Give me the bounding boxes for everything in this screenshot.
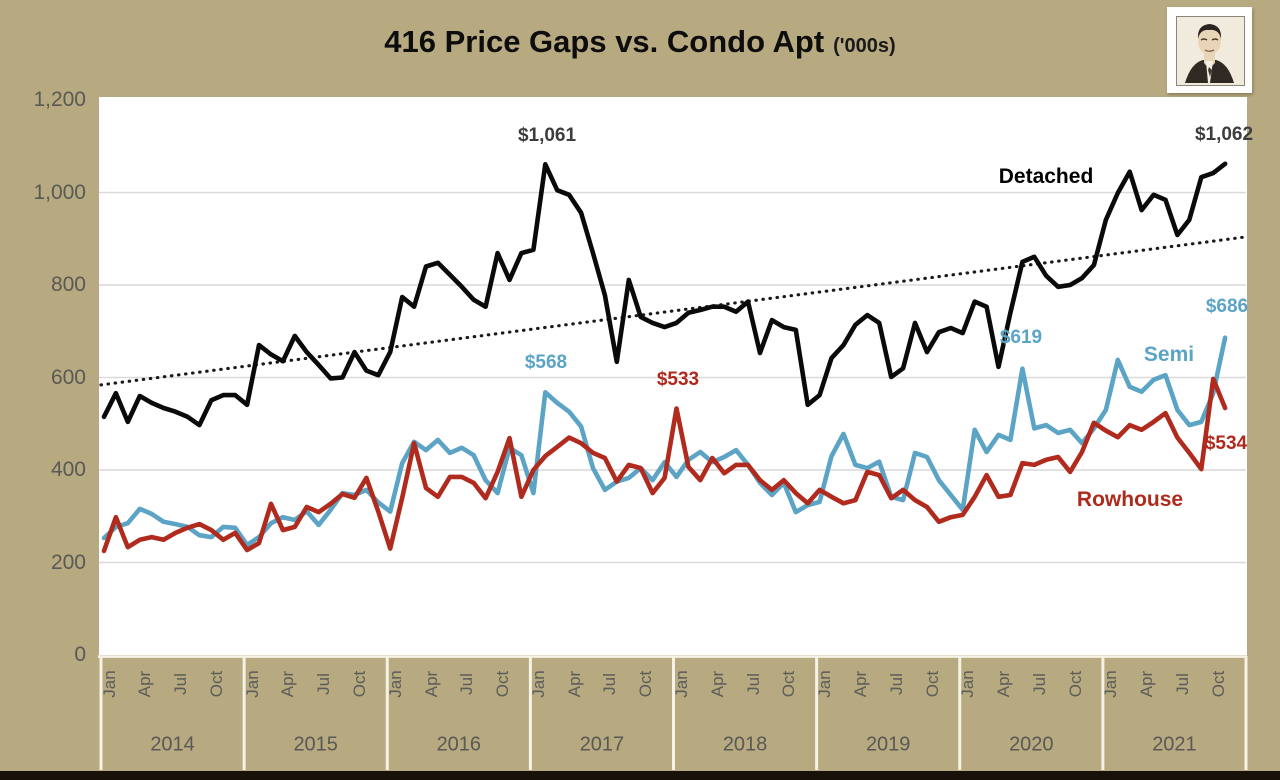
x-tick-label: Apr <box>564 670 584 698</box>
x-tick-label: Apr <box>850 670 870 698</box>
x-tick-label: Jan <box>99 670 119 698</box>
x-tick-label: Jan <box>385 670 405 698</box>
x-tick-label: Oct <box>1065 670 1085 698</box>
series-line-semi <box>101 335 1228 548</box>
x-tick-label: Jan <box>528 670 548 698</box>
annotation-rowhouse-2018-peak: $533 <box>656 369 700 390</box>
x-tick-label: Oct <box>493 670 513 698</box>
y-tick-label: 0 <box>74 643 86 666</box>
annotation-detached-2017-peak: $1,061 <box>517 125 577 146</box>
x-tick-label: Oct <box>779 670 799 698</box>
x-tick-label: Apr <box>135 670 155 698</box>
x-tick-label: Jan <box>672 670 692 698</box>
x-tick-label: Oct <box>636 670 656 698</box>
year-label: 2014 <box>150 733 195 756</box>
x-tick-label: Apr <box>707 670 727 698</box>
chart-title: 416 Price Gaps vs. Condo Apt ('000s) <box>0 24 1280 60</box>
chart-title-main: 416 Price Gaps vs. Condo Apt <box>384 24 825 59</box>
series-label-detached: Detached <box>998 165 1094 188</box>
y-tick-label: 200 <box>50 550 86 574</box>
x-tick-label: Jan <box>958 670 978 698</box>
x-tick-label: Oct <box>922 670 942 698</box>
detached-trendline <box>99 235 1248 387</box>
chart-title-units: ('000s) <box>833 35 896 57</box>
annotation-semi-2020-spike: $619 <box>999 327 1043 348</box>
x-tick-label: Jan <box>815 670 835 698</box>
year-label: 2021 <box>1152 733 1197 756</box>
year-label: 2017 <box>579 733 625 756</box>
year-label: 2020 <box>1009 733 1054 756</box>
year-label: 2016 <box>436 733 482 756</box>
x-tick-label: Jan <box>1101 670 1121 698</box>
x-tick-label: Jan <box>242 670 262 698</box>
x-tick-label: Oct <box>350 670 370 698</box>
annotation-detached-end-value: $1,062 <box>1194 124 1254 145</box>
x-tick-label: Jul <box>886 673 906 695</box>
x-tick-label: Jul <box>743 673 763 695</box>
x-tick-label: Apr <box>1137 670 1157 698</box>
x-tick-label: Jul <box>1172 673 1192 695</box>
x-tick-label: Jul <box>457 673 477 695</box>
y-tick-label: 1,200 <box>33 88 86 111</box>
year-label: 2018 <box>722 733 768 756</box>
y-tick-label: 1,000 <box>33 180 86 204</box>
x-tick-label: Jul <box>314 673 334 695</box>
x-tick-label: Jul <box>171 673 191 695</box>
series-label-semi: Semi <box>1143 343 1195 366</box>
series-line-rowhouse <box>101 376 1228 554</box>
y-tick-label: 400 <box>50 458 86 481</box>
bottom-border-bar <box>0 771 1280 780</box>
x-tick-label: Apr <box>994 670 1014 698</box>
x-tick-label: Apr <box>421 670 441 698</box>
x-tick-label: Apr <box>278 670 298 698</box>
portrait-logo-icon <box>1176 16 1245 86</box>
y-tick-label: 800 <box>50 273 86 296</box>
series-line-detached <box>101 161 1228 428</box>
y-tick-label: 600 <box>50 365 86 389</box>
x-tick-label: Oct <box>206 670 226 698</box>
annotation-semi-2017-peak: $568 <box>524 352 568 373</box>
x-tick-label: Oct <box>1208 670 1228 698</box>
x-tick-label: Jul <box>600 673 620 695</box>
annotation-semi-end-value: $686 <box>1205 296 1249 317</box>
year-label: 2015 <box>293 733 338 756</box>
x-tick-label: Jul <box>1029 673 1049 695</box>
year-label: 2019 <box>865 733 911 756</box>
series-label-rowhouse: Rowhouse <box>1076 488 1184 511</box>
publisher-logo <box>1167 7 1252 93</box>
annotation-rowhouse-end-value: $534 <box>1204 433 1248 454</box>
